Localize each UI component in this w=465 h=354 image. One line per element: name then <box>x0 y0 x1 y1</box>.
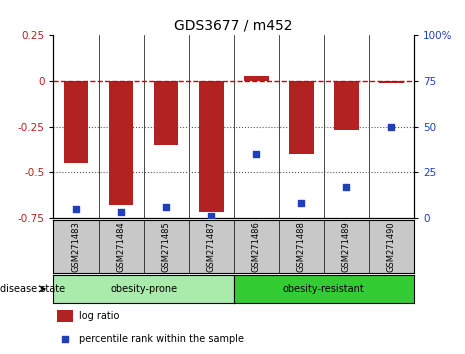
Point <box>343 184 350 189</box>
Text: disease state: disease state <box>0 284 65 294</box>
Point <box>298 200 305 206</box>
Point <box>388 124 395 130</box>
Point <box>117 210 125 215</box>
Text: GSM271483: GSM271483 <box>72 221 80 272</box>
Text: GSM271487: GSM271487 <box>206 221 216 272</box>
Point <box>252 151 260 157</box>
Bar <box>64 81 88 163</box>
Text: obesity-prone: obesity-prone <box>110 284 177 294</box>
Bar <box>334 81 359 130</box>
Bar <box>109 81 133 205</box>
Bar <box>199 81 224 212</box>
Text: log ratio: log ratio <box>79 312 119 321</box>
Text: GSM271488: GSM271488 <box>297 221 306 272</box>
Text: percentile rank within the sample: percentile rank within the sample <box>79 334 244 344</box>
Bar <box>244 75 269 81</box>
Bar <box>154 81 179 145</box>
Point <box>207 213 215 219</box>
Title: GDS3677 / m452: GDS3677 / m452 <box>174 19 293 33</box>
Bar <box>379 81 404 83</box>
Text: GSM271485: GSM271485 <box>162 221 171 272</box>
Bar <box>289 81 313 154</box>
Text: GSM271486: GSM271486 <box>252 221 261 272</box>
Text: obesity-resistant: obesity-resistant <box>283 284 365 294</box>
Text: GSM271490: GSM271490 <box>387 221 396 272</box>
Point <box>72 206 80 211</box>
Bar <box>57 310 73 322</box>
Point <box>162 204 170 210</box>
Text: GSM271489: GSM271489 <box>342 221 351 272</box>
Point <box>61 337 69 342</box>
Text: GSM271484: GSM271484 <box>117 221 126 272</box>
